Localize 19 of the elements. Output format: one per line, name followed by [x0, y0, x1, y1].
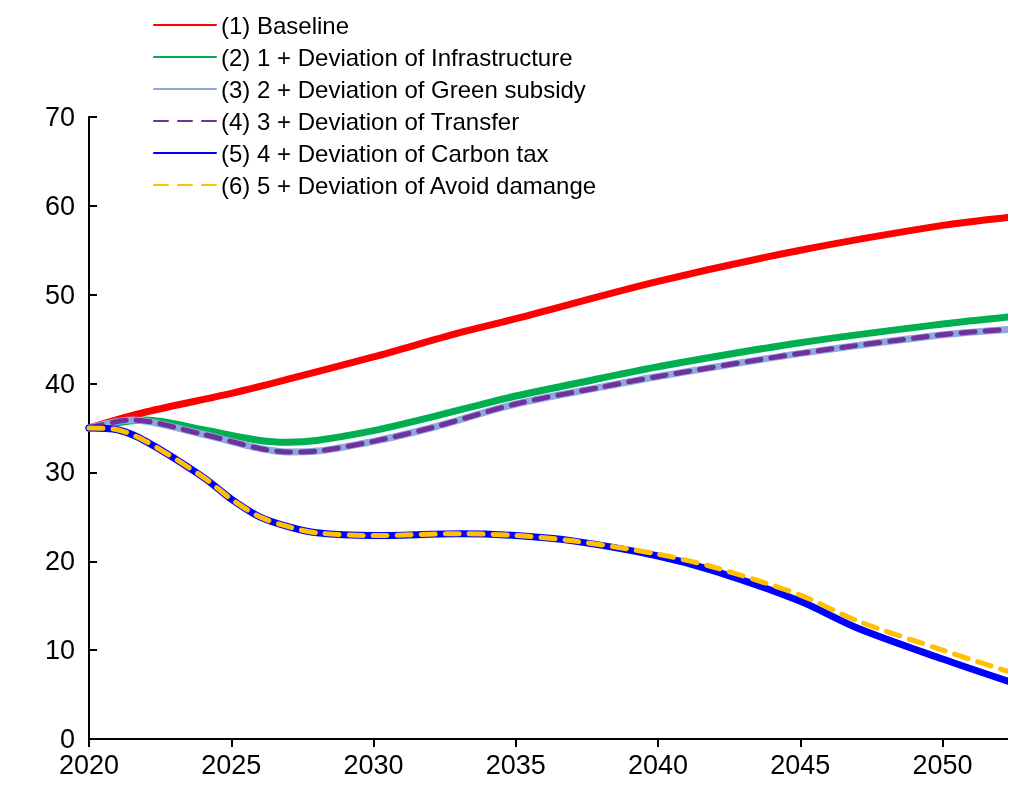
- y-tick-label: 70: [44, 102, 75, 132]
- y-tick-label: 30: [44, 457, 75, 488]
- y-tick-label: 10: [44, 635, 75, 666]
- x-tick-label: 2045: [770, 749, 831, 780]
- y-tick-label: 20: [44, 546, 75, 577]
- legend-label: (5) 4 + Deviation of Carbon tax: [221, 139, 549, 167]
- y-tick-label: 60: [44, 190, 75, 221]
- legend-label: (6) 5 + Deviation of Avoid damange: [221, 171, 597, 199]
- x-tick-label: 2030: [343, 749, 404, 780]
- x-tick-label: 2050: [912, 749, 973, 780]
- x-tick-label: 2025: [201, 749, 262, 780]
- x-tick-label: 2035: [485, 749, 546, 780]
- legend-label: (2) 1 + Deviation of Infrastructure: [221, 43, 573, 71]
- legend-label: (4) 3 + Deviation of Transfer: [221, 107, 520, 135]
- legend-label: (3) 2 + Deviation of Green subsidy: [221, 75, 586, 103]
- x-tick-label: 2040: [628, 749, 689, 780]
- y-tick-label: 40: [44, 368, 75, 399]
- legend-label: (1) Baseline: [221, 11, 350, 39]
- y-tick-label: 50: [44, 279, 75, 310]
